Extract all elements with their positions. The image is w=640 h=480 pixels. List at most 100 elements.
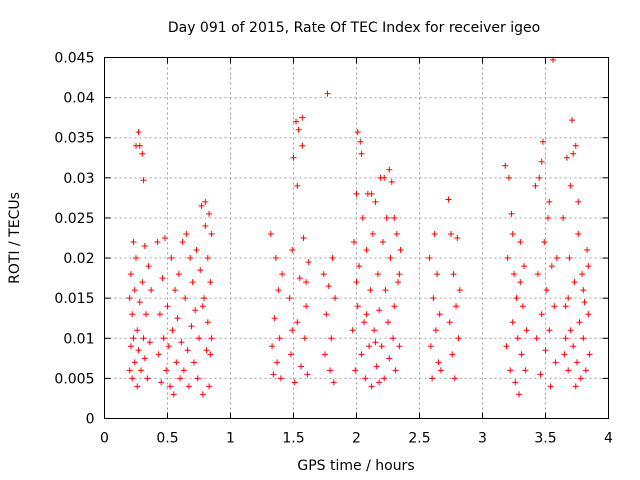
data-point xyxy=(146,339,153,346)
data-point xyxy=(305,259,312,266)
data-point xyxy=(518,351,525,358)
data-point xyxy=(517,239,524,246)
data-point xyxy=(294,319,301,326)
data-point xyxy=(190,359,197,366)
data-point xyxy=(519,303,526,310)
data-point xyxy=(381,375,388,382)
data-point xyxy=(270,371,277,378)
y-axis-label: ROTI / TECUs xyxy=(7,192,23,284)
data-point xyxy=(565,367,572,374)
data-point xyxy=(175,271,182,278)
data-point xyxy=(453,303,460,310)
data-point xyxy=(127,271,134,278)
data-point xyxy=(354,303,361,310)
y-tick-label: 0.045 xyxy=(54,51,94,67)
data-point xyxy=(430,295,437,302)
data-point xyxy=(275,287,282,294)
data-point xyxy=(582,367,589,374)
data-point xyxy=(204,319,211,326)
data-point xyxy=(140,177,147,184)
data-point xyxy=(367,287,374,294)
data-point xyxy=(201,295,208,302)
data-point xyxy=(130,239,137,246)
data-point xyxy=(327,367,334,374)
x-tick-label: 3 xyxy=(478,431,487,447)
data-point xyxy=(143,311,150,318)
data-point xyxy=(391,303,398,310)
data-point xyxy=(372,339,379,346)
data-point xyxy=(387,255,394,262)
data-point xyxy=(169,327,176,334)
chart-title: Day 091 of 2015, Rate Of TEC Index for r… xyxy=(168,20,540,36)
data-point xyxy=(320,271,327,278)
data-point xyxy=(163,367,170,374)
data-point xyxy=(349,327,356,334)
data-point xyxy=(291,379,298,386)
x-tick-label: 3.5 xyxy=(534,431,556,447)
data-point xyxy=(301,335,308,342)
data-point xyxy=(183,230,190,237)
data-point xyxy=(204,255,211,262)
data-point xyxy=(563,154,570,161)
data-point xyxy=(203,347,210,354)
data-point xyxy=(182,295,189,302)
data-point xyxy=(366,343,373,350)
data-point xyxy=(381,174,388,181)
data-point xyxy=(325,283,332,290)
data-point xyxy=(276,335,283,342)
data-point xyxy=(514,335,521,342)
y-tick-label: 0.04 xyxy=(63,91,94,107)
data-point xyxy=(437,367,444,374)
data-point xyxy=(202,198,209,205)
data-point xyxy=(502,162,509,169)
data-point xyxy=(330,379,337,386)
data-point xyxy=(392,367,399,374)
data-point xyxy=(356,263,363,270)
data-point xyxy=(177,375,184,382)
data-point xyxy=(396,271,403,278)
data-point xyxy=(206,210,213,217)
data-point xyxy=(372,198,379,205)
data-point xyxy=(279,271,286,278)
data-point xyxy=(196,335,202,342)
data-point xyxy=(435,359,442,366)
data-point xyxy=(156,311,163,318)
data-point xyxy=(395,279,402,286)
data-point xyxy=(451,375,458,382)
data-point xyxy=(207,279,214,286)
data-point xyxy=(585,311,592,318)
data-point xyxy=(353,190,360,197)
data-point xyxy=(386,355,393,362)
data-point xyxy=(140,335,147,342)
data-point xyxy=(323,311,330,318)
data-point xyxy=(575,230,582,237)
y-tick-label: 0.03 xyxy=(63,171,94,187)
data-point xyxy=(189,279,196,286)
data-point xyxy=(141,243,148,250)
y-tick-label: 0 xyxy=(86,412,95,428)
data-point xyxy=(289,247,296,254)
data-point xyxy=(523,327,530,334)
data-point xyxy=(388,178,395,185)
data-point xyxy=(537,371,544,378)
data-point xyxy=(328,335,335,342)
data-point xyxy=(174,315,181,322)
data-point xyxy=(267,230,274,237)
data-point xyxy=(376,379,383,386)
data-point xyxy=(456,287,463,294)
data-point xyxy=(382,287,389,294)
data-point xyxy=(509,230,516,237)
x-tick-label: 1 xyxy=(226,431,235,447)
data-point xyxy=(271,315,278,322)
plot-frame xyxy=(104,57,609,419)
data-point xyxy=(374,271,381,278)
data-point xyxy=(509,319,516,326)
data-point xyxy=(294,182,301,189)
data-point xyxy=(368,383,375,390)
data-point xyxy=(446,319,453,326)
data-point xyxy=(193,247,200,254)
data-point xyxy=(277,375,284,382)
data-point xyxy=(139,150,146,157)
data-point xyxy=(136,299,143,306)
